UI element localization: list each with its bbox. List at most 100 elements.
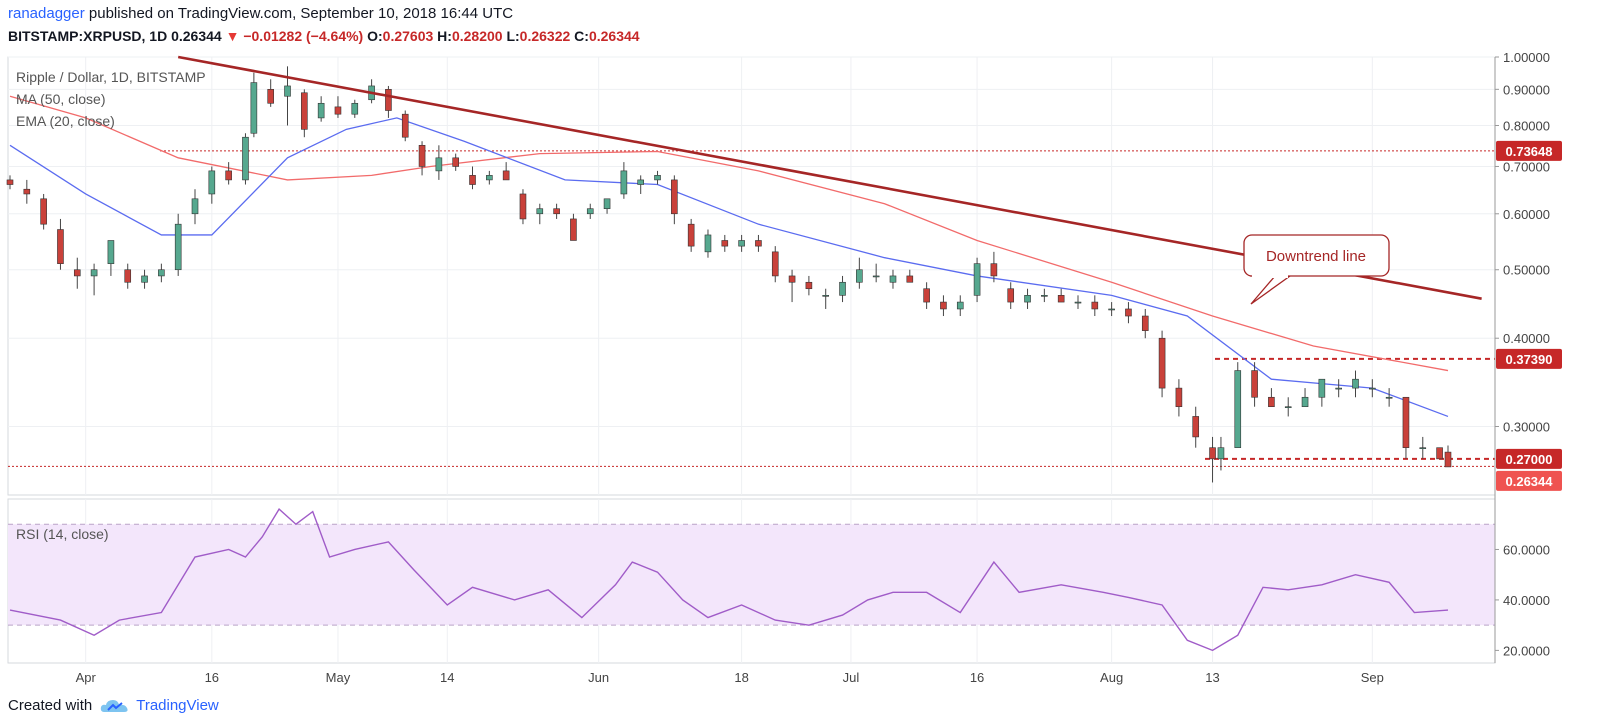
author-link[interactable]: ranadagger xyxy=(8,5,85,22)
candle xyxy=(334,96,342,118)
candle xyxy=(317,96,325,122)
publish-info: ranadagger published on TradingView.com,… xyxy=(8,5,513,22)
candle-body xyxy=(1335,387,1342,390)
candle-body xyxy=(1041,295,1048,297)
downtrend-callout: Downtrend line xyxy=(1243,234,1390,305)
candle-body xyxy=(687,223,695,247)
published-text: published on TradingView.com, September … xyxy=(88,5,514,22)
x-tick-label: May xyxy=(326,670,351,685)
candle xyxy=(620,162,628,199)
candle-body xyxy=(654,175,661,181)
chart-title: Ripple / Dollar, 1D, BITSTAMP xyxy=(16,69,206,85)
candle xyxy=(755,234,762,252)
candle-body xyxy=(889,275,897,283)
ema-20-line xyxy=(9,117,1449,418)
x-tick-label: 18 xyxy=(734,670,748,685)
candle-body xyxy=(586,208,594,215)
y-tick-label: 0.80000 xyxy=(1503,118,1550,133)
candle-body xyxy=(1268,396,1275,408)
candle-body xyxy=(856,269,863,283)
x-tick-label: 14 xyxy=(440,670,454,685)
callout-gap xyxy=(1252,275,1288,278)
candle xyxy=(250,72,258,138)
candle-body xyxy=(1369,387,1376,390)
down-arrow-icon: ▼ xyxy=(225,28,240,44)
candle xyxy=(603,198,611,214)
candle xyxy=(704,229,712,258)
candle-body xyxy=(1385,396,1393,399)
candle xyxy=(940,295,947,317)
high-label: H: xyxy=(437,28,452,44)
candle-body xyxy=(1436,447,1443,460)
candle-body xyxy=(1024,295,1031,303)
candle xyxy=(1209,436,1216,483)
candle-body xyxy=(637,179,645,185)
candle xyxy=(1436,447,1443,460)
ema-legend: EMA (20, close) xyxy=(16,113,115,129)
price-tag xyxy=(1496,140,1562,161)
y-tick-label: 0.70000 xyxy=(1503,159,1550,174)
candle-body xyxy=(301,92,308,130)
candle xyxy=(1108,302,1115,317)
candle xyxy=(973,257,981,303)
candle-body xyxy=(620,170,628,195)
candle-body xyxy=(208,170,216,195)
candle-body xyxy=(1318,378,1326,398)
candle xyxy=(208,166,216,204)
candle-body xyxy=(788,275,796,283)
candle-body xyxy=(73,269,81,277)
candle xyxy=(107,240,115,276)
candle xyxy=(1268,388,1275,408)
candle xyxy=(267,79,274,107)
price-tag-label: 0.26344 xyxy=(1506,474,1554,489)
candle-body xyxy=(1192,416,1200,438)
candle xyxy=(1192,406,1200,448)
close-label: C: xyxy=(574,28,589,44)
footer: Created with TradingView xyxy=(8,697,219,714)
candle-body xyxy=(351,102,359,115)
y-tick-label: 0.30000 xyxy=(1503,420,1550,435)
candle xyxy=(1234,362,1242,448)
candle xyxy=(805,275,813,296)
candle-body xyxy=(1175,387,1183,408)
x-tick-label: 13 xyxy=(1205,670,1219,685)
candle-body xyxy=(1074,301,1082,304)
candle xyxy=(1284,397,1292,417)
candle xyxy=(1419,436,1427,459)
candle xyxy=(57,218,64,270)
rsi-band xyxy=(8,524,1495,626)
candle xyxy=(23,179,31,204)
candle-body xyxy=(1402,396,1410,448)
candle xyxy=(956,295,964,317)
candle xyxy=(856,257,863,289)
candle-body xyxy=(90,269,98,277)
candle-body xyxy=(1284,406,1292,409)
candle-body xyxy=(872,275,880,278)
price-tag xyxy=(1496,470,1562,491)
symbol-label[interactable]: BITSTAMP:XRPUSD, 1D xyxy=(8,28,168,44)
brand-name: TradingView xyxy=(136,697,219,714)
candle xyxy=(124,263,132,289)
candle xyxy=(637,175,645,194)
candle xyxy=(469,166,476,190)
candle-body xyxy=(435,157,443,172)
candle xyxy=(1041,288,1048,303)
tradingview-logo[interactable]: TradingView xyxy=(100,697,219,714)
y-tick-label: 1.00000 xyxy=(1503,50,1550,65)
candle xyxy=(1024,288,1031,309)
candle xyxy=(1369,379,1376,398)
candle xyxy=(687,218,695,252)
cloud-icon xyxy=(101,699,128,712)
candle-body xyxy=(1108,308,1115,311)
price-chart[interactable]: Downtrend line Apr 16 May 14 Jun 18 Jul 16 Aug 13… xyxy=(0,0,1609,690)
callout-text: Downtrend line xyxy=(1266,248,1366,265)
candle xyxy=(452,153,459,171)
candle-body xyxy=(1158,337,1166,389)
candle-body xyxy=(158,269,165,277)
candle xyxy=(1335,379,1342,398)
price-change: −0.01282 (−4.64%) xyxy=(243,28,364,44)
created-with-text: Created with xyxy=(8,697,93,714)
candle-body xyxy=(570,218,577,241)
price-tag-label: 0.37390 xyxy=(1506,352,1553,367)
candle-body xyxy=(536,208,544,215)
